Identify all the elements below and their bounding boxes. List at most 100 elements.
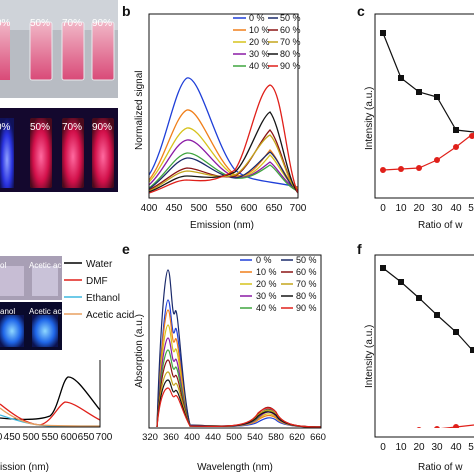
panel-e-xlabel: Wavelength (nm): [197, 462, 273, 473]
legend-label: 20 %: [256, 279, 277, 289]
panel-e-curves: [156, 269, 321, 428]
panel-f-xlabel: Ratio of w: [418, 462, 463, 473]
tick-label: 400: [184, 432, 200, 443]
panel-d-legend: Water DMF Ethanol Acetic acid: [64, 259, 134, 321]
panel-b-legend: 0 % 10 % 20 % 30 % 40 % 50 % 60 % 70 % 8…: [233, 13, 301, 71]
photo-label: ol: [0, 261, 6, 270]
data-point: [434, 426, 440, 428]
data-point: [380, 167, 386, 173]
panel-b-frame: [148, 13, 299, 199]
tick-label: 0: [380, 203, 386, 214]
panel-c-xticks: 0 10 20 30 40 5: [380, 203, 474, 214]
tick-label: 600: [241, 203, 258, 214]
vial-label: 70%: [62, 18, 82, 29]
data-point: [398, 75, 404, 81]
vial: [32, 315, 58, 347]
panel-e-ylabel: Absorption (a.u.): [134, 314, 145, 388]
data-point: [453, 329, 459, 335]
data-point: [398, 279, 404, 285]
series-black: [382, 32, 474, 133]
panel-c-xlabel: Ratio of w: [418, 220, 463, 231]
tick-label: 600: [61, 432, 78, 443]
tick-label: 5: [468, 203, 474, 214]
tick-label: 0: [380, 442, 386, 453]
legend-label: Acetic acid: [86, 310, 134, 321]
panel-b-xlabel: Emission (nm): [190, 220, 254, 231]
vial: [30, 118, 52, 188]
data-point: [380, 30, 386, 36]
tick-label: 400: [141, 203, 158, 214]
data-point: [380, 265, 386, 271]
legend-label: 90 %: [296, 303, 317, 313]
data-point: [453, 127, 459, 133]
data-point: [398, 428, 404, 434]
panel-f-frame: [374, 254, 474, 438]
panel-e-legend: 0 % 10 % 20 % 30 % 40 % 50 % 60 % 70 % 8…: [240, 255, 317, 313]
tick-label: 620: [289, 432, 305, 443]
panel-e-xticks: 320 340 360 380 400 420 440 500 520 540 …: [142, 432, 326, 443]
panel-letter-b: b: [122, 3, 131, 19]
curve-acetic: [0, 407, 100, 427]
tick-label: 40: [450, 203, 462, 214]
tick-label: 320: [142, 432, 158, 443]
curve-80: [149, 111, 298, 194]
vial-label: 50%: [30, 18, 50, 29]
panel-d-curves: [0, 376, 100, 427]
legend-label: 70 %: [280, 37, 301, 47]
photo-label: anol: [0, 307, 15, 316]
legend-label: 50 %: [280, 13, 301, 23]
data-point: [416, 165, 422, 171]
photo-label: Acetic acid: [29, 261, 68, 270]
tick-label: 360: [163, 432, 179, 443]
curve-water: [0, 376, 100, 420]
curve-60: [149, 129, 298, 193]
legend-label: 10 %: [249, 25, 270, 35]
legend-label: Ethanol: [86, 293, 120, 304]
legend-label: 70 %: [296, 279, 317, 289]
panel-letter-f: f: [357, 241, 362, 257]
vial-label: 90%: [92, 18, 112, 29]
tick-label: 40: [450, 442, 462, 453]
legend-label: DMF: [86, 276, 108, 287]
curve-50: [149, 151, 298, 192]
tick-label: 580: [268, 432, 284, 443]
tick-label: 660: [310, 432, 326, 443]
series-black: [382, 267, 474, 353]
tick-label: 540: [247, 432, 263, 443]
data-point: [380, 429, 386, 435]
tick-label: 550: [216, 203, 233, 214]
panel-c-ylabel: Intensity (a.u.): [364, 87, 375, 150]
vial: [0, 315, 24, 347]
tick-label: 700: [96, 432, 113, 443]
legend-label: Water: [86, 259, 113, 270]
tick-label: 30: [431, 442, 443, 453]
vial-label: 0%: [0, 122, 11, 133]
curve-0: [149, 77, 298, 188]
tick-label: 700: [290, 203, 307, 214]
tick-label: 30: [431, 203, 443, 214]
panel-letter-c: c: [357, 3, 365, 19]
tick-label: 550: [42, 432, 59, 443]
legend-label: 30 %: [249, 49, 270, 59]
tick-label: 500: [23, 432, 40, 443]
vial: [32, 266, 58, 296]
panel-letter-e: e: [122, 241, 130, 257]
photo-label: Acetic acid: [29, 307, 68, 316]
vial: [91, 21, 115, 81]
tick-label: 20: [413, 442, 425, 453]
panel-f-ylabel: Intensity (a.u.): [364, 325, 375, 388]
panel-c-series: [380, 30, 474, 173]
panel-a: 0% 50% 70% 90% 0% 50% 70% 90%: [0, 0, 118, 192]
panel-b: b Normalized signal 0 % 10 % 20 % 30 % 4…: [122, 3, 307, 231]
legend-label: 40 %: [249, 61, 270, 71]
tick-label: 650: [266, 203, 283, 214]
panel-b-xticks: 400 450 500 550 600 650 700: [141, 203, 307, 214]
tick-label: 10: [395, 442, 407, 453]
panel-d-frame: [0, 360, 101, 428]
uv-vials: [0, 118, 114, 188]
panel-e: e Absorption (a.u.) 0 % 10 % 20 % 30 % 4…: [122, 241, 326, 473]
panel-c: c Intensity (a.u.) 0 10 20 30 40 5 Ratio: [357, 3, 474, 231]
data-point: [469, 133, 474, 139]
tick-label: 10: [395, 203, 407, 214]
